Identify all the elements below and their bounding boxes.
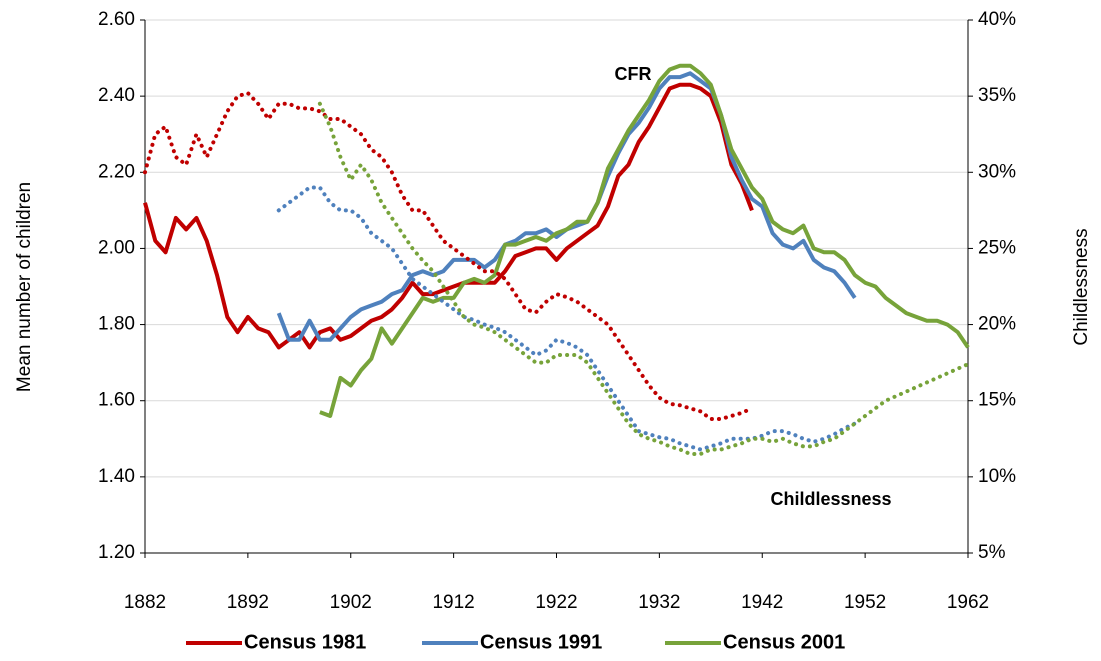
y-tick-label: 2.00: [98, 237, 135, 258]
y-tick-label: 2.60: [98, 9, 135, 30]
x-tick-label: 1892: [227, 592, 269, 613]
y-tick-label: 2.20: [98, 161, 135, 182]
x-tick-label: 1942: [741, 592, 783, 613]
y2-tick-label: 40%: [978, 9, 1016, 30]
x-tick-label: 1882: [124, 592, 166, 613]
cfr-line: [143, 82, 754, 350]
y-tick-label: 1.40: [98, 466, 135, 487]
y2-tick-label: 30%: [978, 161, 1016, 182]
y2-tick-label: 25%: [978, 237, 1016, 258]
y-tick-label: 1.20: [98, 542, 135, 563]
y2-axis-title: Childlessness: [1071, 228, 1092, 345]
y2-tick-label: 10%: [978, 466, 1016, 487]
annotation: CFR: [615, 64, 652, 84]
annotation: Childlessness: [770, 489, 891, 509]
legend-label: Census 2001: [723, 631, 845, 653]
legend-label: Census 1981: [244, 631, 366, 653]
y2-tick-label: 35%: [978, 85, 1016, 106]
childlessness-line: [143, 91, 754, 421]
y-axis-title: Mean number of children: [14, 182, 35, 392]
legend-label: Census 1991: [480, 631, 602, 653]
y2-tick-label: 20%: [978, 314, 1016, 335]
childlessness-line: [317, 101, 970, 457]
y2-tick-label: 15%: [978, 390, 1016, 411]
y-tick-label: 1.60: [98, 390, 135, 411]
x-tick-label: 1952: [844, 592, 886, 613]
cfr-line: [319, 63, 970, 418]
y-tick-label: 2.40: [98, 85, 135, 106]
x-tick-label: 1922: [535, 592, 577, 613]
x-tick-label: 1902: [330, 592, 372, 613]
y2-tick-label: 5%: [978, 542, 1006, 563]
cfr-line: [276, 71, 857, 342]
x-tick-label: 1962: [947, 592, 989, 613]
x-tick-label: 1932: [638, 592, 680, 613]
x-tick-label: 1912: [432, 592, 474, 613]
y-tick-label: 1.80: [98, 314, 135, 335]
